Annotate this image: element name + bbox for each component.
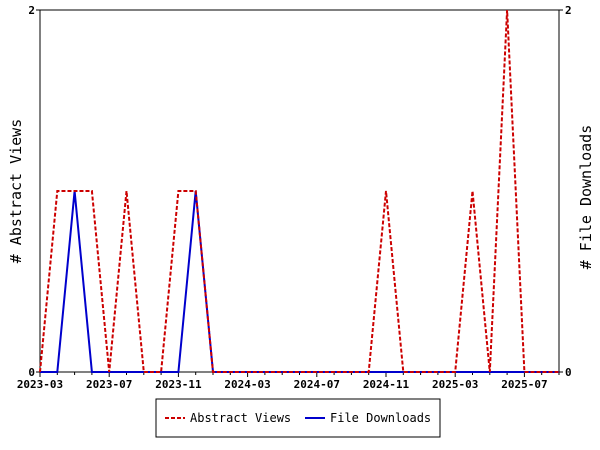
x-tick-label: 2025-07 [501,378,547,391]
x-tick-label: 2025-03 [432,378,478,391]
y-right-tick-label: 0 [565,366,572,379]
x-tick-label: 2024-03 [224,378,270,391]
y-axis-title-left: # Abstract Views [7,119,25,264]
x-tick-label: 2023-03 [17,378,63,391]
y-left-tick-label: 2 [28,4,35,17]
legend-box [155,398,441,438]
legend-label-file-downloads: File Downloads [330,411,431,425]
series-layer [39,9,559,373]
x-tick-label: 2023-11 [155,378,202,391]
y-left-tick-label: 0 [28,366,35,379]
y-right-tick-label: 2 [565,4,572,17]
legend: Abstract Views File Downloads [155,398,441,438]
x-tick-label: 2024-11 [363,378,410,391]
x-tick-label: 2024-07 [294,378,340,391]
x-tick-label: 2023-07 [86,378,132,391]
plot-area [39,9,560,373]
series-line-file-downloads [40,190,559,373]
ticks-layer: 2023-03 2023-07 2023-11 2024-03 2024-07 2024-… [17,4,572,391]
legend-label-abstract-views: Abstract Views [190,411,291,425]
y-axis-title-right: # File Downloads [577,125,595,270]
